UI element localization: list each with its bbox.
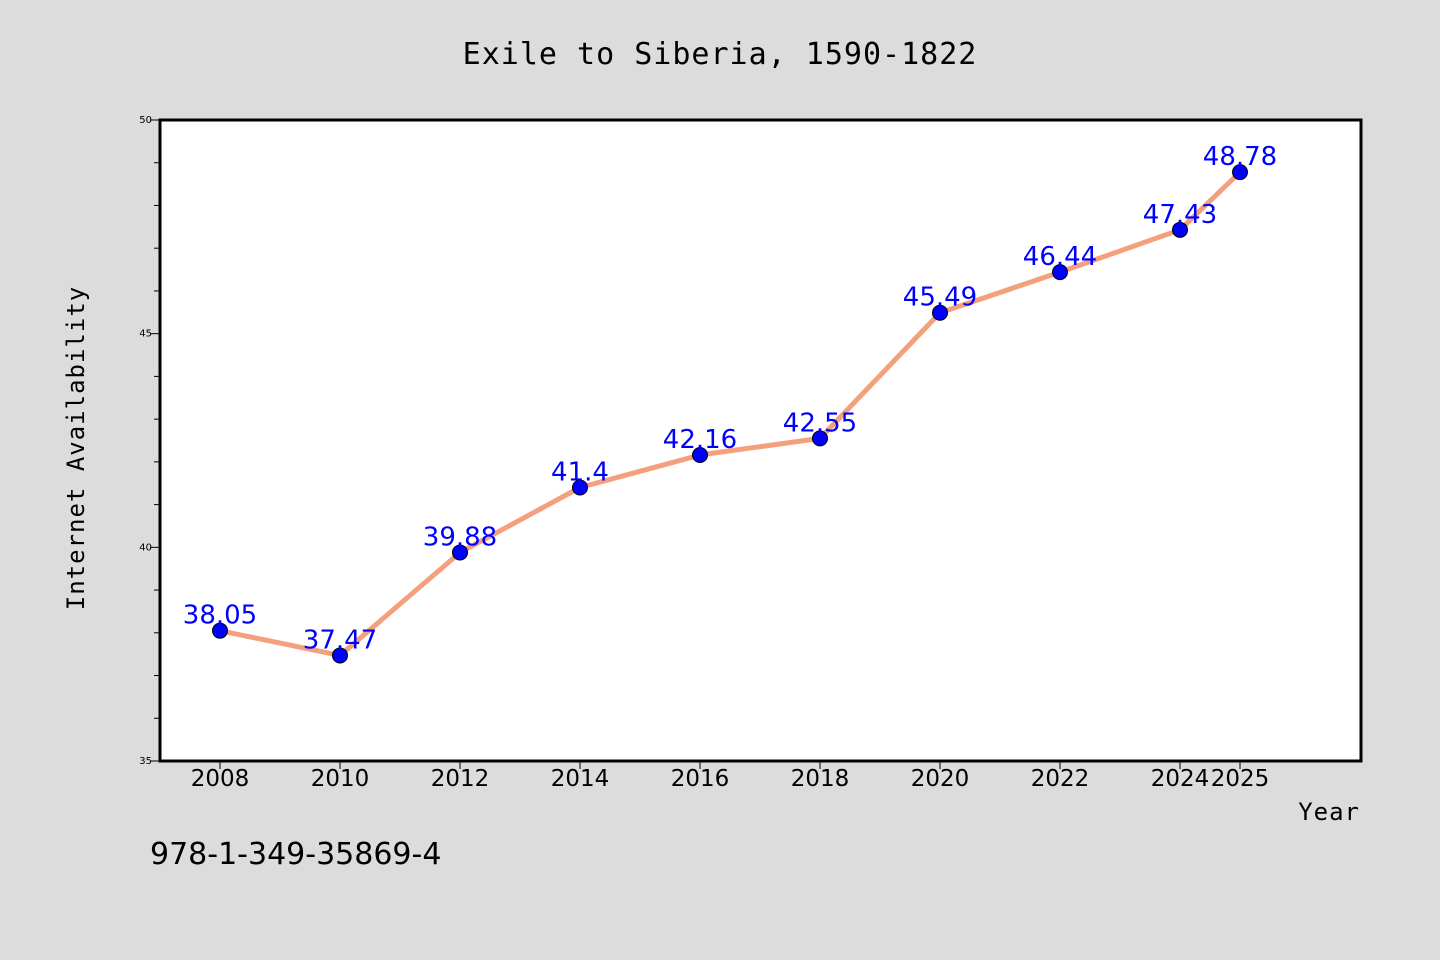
data-label: 47.43 <box>1143 200 1217 230</box>
data-point <box>692 447 708 464</box>
x-axis-label: Year <box>1298 798 1360 826</box>
data-label: 38.05 <box>183 601 257 631</box>
data-point <box>572 479 588 496</box>
x-tick-label: 2010 <box>311 766 370 792</box>
y-axis: 35 40 45 50 <box>139 115 160 767</box>
data-label: 48.78 <box>1203 142 1277 172</box>
x-tick-label: 2025 <box>1211 766 1270 792</box>
data-point <box>1232 164 1248 181</box>
y-tick-label: 40 <box>139 542 152 553</box>
data-label: 42.16 <box>663 425 737 455</box>
chart-title: Exile to Siberia, 1590-1822 <box>463 37 978 72</box>
data-labels: 38.05 37.47 39.88 41.4 42.16 42.55 45.49 46.44 4… <box>183 142 1277 655</box>
series-line-group <box>217 169 1243 658</box>
y-axis-label: Internet Availability <box>62 286 90 610</box>
data-label: 42.55 <box>783 408 857 438</box>
x-tick-label: 2016 <box>671 766 730 792</box>
data-label: 46.44 <box>1023 242 1097 272</box>
data-point <box>932 304 948 321</box>
data-label: 39.88 <box>423 522 497 552</box>
data-label: 37.47 <box>303 625 377 655</box>
data-label: 45.49 <box>903 283 977 313</box>
data-label: 41.4 <box>551 458 609 488</box>
x-tick-label: 2018 <box>791 766 850 792</box>
y-tick-label: 45 <box>139 329 152 340</box>
data-point <box>212 622 228 639</box>
y-tick-label: 50 <box>139 115 152 126</box>
data-point <box>332 647 348 664</box>
y-tick-label: 35 <box>139 756 152 767</box>
x-tick-label: 2014 <box>551 766 610 792</box>
series-line <box>217 169 1243 658</box>
series-markers <box>212 164 1248 664</box>
x-tick-label: 2020 <box>911 766 970 792</box>
isbn-text: 978-1-349-35869-4 <box>150 837 441 872</box>
data-point <box>1052 264 1068 281</box>
x-tick-label: 2012 <box>431 766 490 792</box>
x-tick-label: 2022 <box>1031 766 1090 792</box>
x-axis: 2008 2010 2012 2014 2016 2018 2020 2022 2024 2025 <box>191 761 1270 792</box>
x-tick-label: 2008 <box>191 766 250 792</box>
data-point <box>452 544 468 561</box>
plot-area <box>158 118 1363 763</box>
data-point <box>812 430 828 447</box>
x-tick-label: 2024 <box>1151 766 1210 792</box>
data-point <box>1172 221 1188 238</box>
